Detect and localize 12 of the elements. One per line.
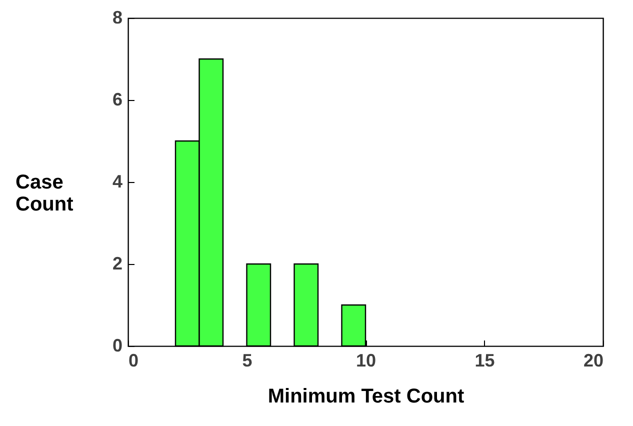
x-tick-label: 5 [242, 350, 252, 370]
y-tick-label: 6 [112, 90, 122, 110]
x-tick-label: 15 [474, 350, 495, 370]
y-tick-label: 4 [112, 172, 122, 192]
y-tick-label: 0 [112, 336, 122, 356]
y-tick-label: 8 [112, 8, 122, 28]
x-tick-label: 0 [128, 350, 139, 370]
x-tick-label: 20 [583, 350, 604, 370]
x-axis-title: Minimum Test Count [268, 386, 464, 408]
y-tick-label: 2 [112, 254, 122, 274]
x-tick-label: 10 [356, 350, 376, 370]
y-axis-title: Case Count [16, 172, 74, 216]
